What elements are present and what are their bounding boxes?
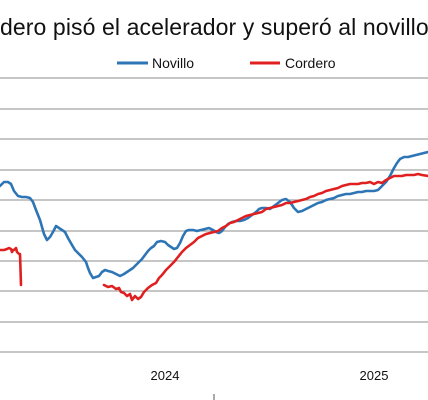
legend: Novillo Cordero [117,55,336,71]
legend-label-cordero: Cordero [285,55,336,71]
gridlines [0,77,428,353]
chart-title: dero pisó el acelerador y superó al novi… [0,14,428,40]
series-line-cordero [0,172,428,302]
series-line-novillo [0,150,428,280]
x-tick-label-2025: 2025 [360,368,389,383]
x-axis: 2024 2025 [0,351,428,400]
x-tick-label-2024: 2024 [151,368,180,383]
legend-label-novillo: Novillo [152,55,194,71]
series-layer [0,150,428,302]
